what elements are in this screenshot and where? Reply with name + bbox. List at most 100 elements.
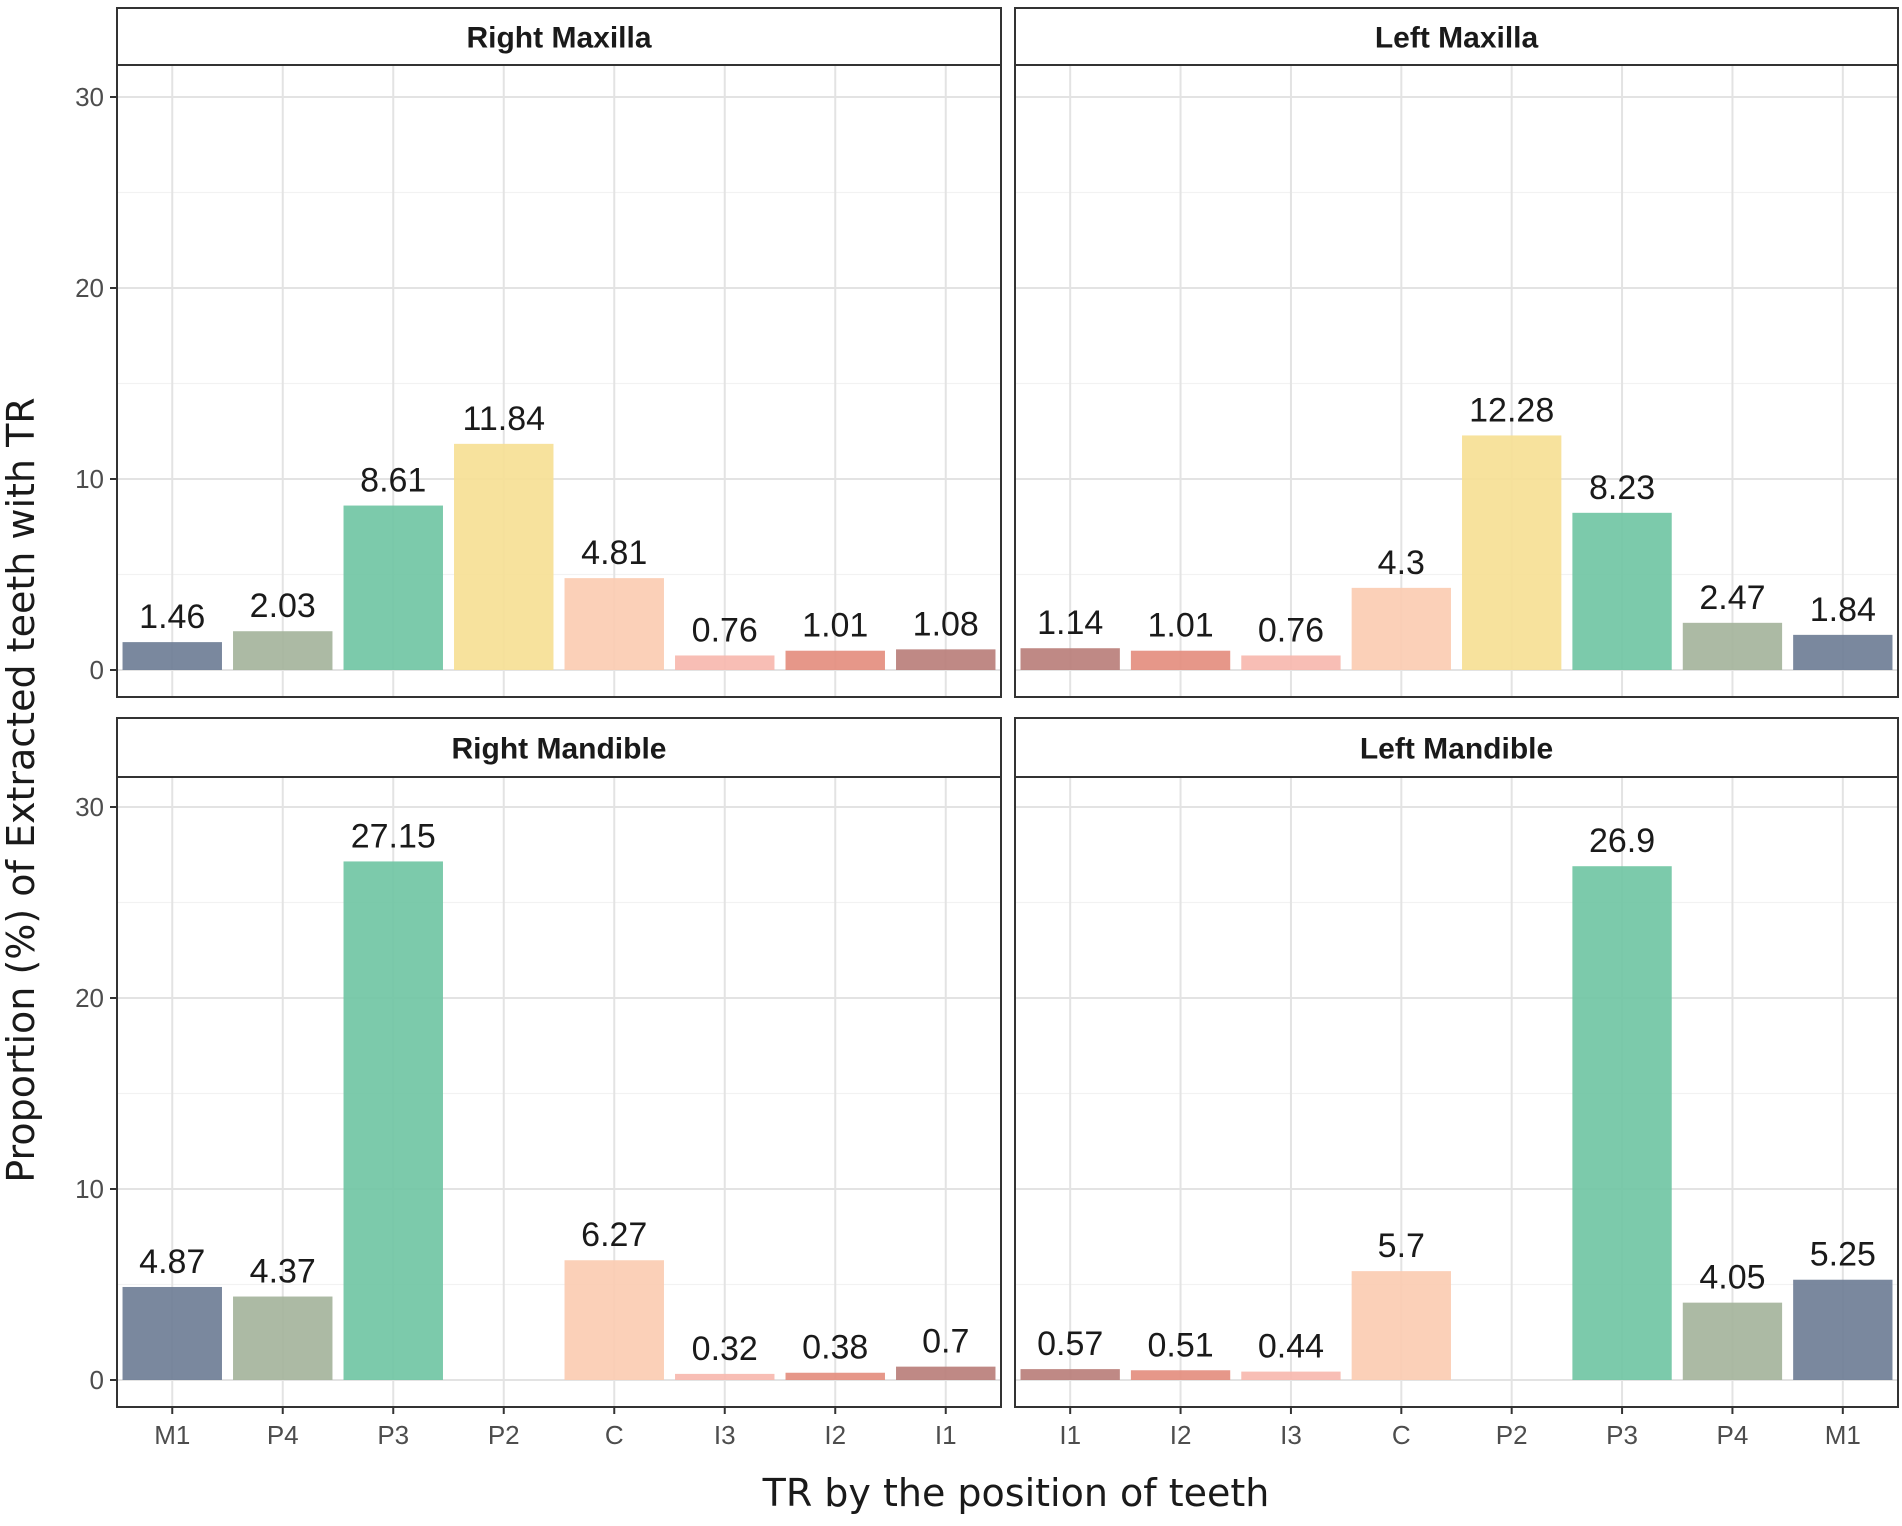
bar-p3: [1572, 866, 1672, 1380]
y-tick-label: 30: [75, 82, 104, 112]
bar-c: [564, 578, 664, 670]
data-label: 0.76: [1258, 611, 1324, 649]
strip-background: [1016, 719, 1897, 777]
bar-i3: [1241, 655, 1341, 670]
data-label: 1.84: [1810, 591, 1876, 629]
data-label: 5.7: [1378, 1227, 1425, 1265]
data-label: 0.51: [1147, 1326, 1213, 1364]
x-tick-label: I1: [1059, 1420, 1081, 1450]
data-label: 1.14: [1037, 604, 1103, 642]
x-tick-label: P2: [488, 1420, 520, 1450]
panel-right-maxilla: Right Maxilla 1.46 2.03 8.61 11.84 4.81 0.76 1.…: [75, 7, 1002, 698]
bar-i2: [1130, 650, 1231, 670]
bar-m1: [1793, 1279, 1893, 1380]
data-label: 12.28: [1469, 391, 1554, 429]
bar-c: [1351, 587, 1451, 670]
bar-p4: [1682, 1302, 1783, 1380]
x-tick-label: P3: [377, 1420, 409, 1450]
bar-p3: [1572, 512, 1672, 670]
data-label: 2.47: [1699, 579, 1765, 617]
data-label: 0.7: [922, 1323, 969, 1361]
bar-p2: [454, 443, 554, 670]
data-label: 27.15: [351, 817, 436, 855]
x-tick-label: P2: [1496, 1420, 1528, 1450]
x-tick-label: P4: [1717, 1420, 1749, 1450]
bar-i3: [1241, 1371, 1341, 1380]
data-label: 0.38: [802, 1329, 868, 1367]
x-axis-title: TR by the position of teeth: [762, 1471, 1270, 1515]
data-label: 8.23: [1589, 469, 1655, 507]
x-tick-label: I3: [714, 1420, 736, 1450]
panel-frame: [116, 7, 1002, 698]
data-label: 2.03: [250, 587, 316, 625]
data-label: 1.08: [913, 605, 979, 643]
bar-p2: [1462, 435, 1562, 670]
data-label: 1.01: [1147, 607, 1213, 645]
data-label: 1.01: [802, 607, 868, 645]
bar-m1: [122, 1286, 222, 1380]
x-tick-label: I1: [935, 1420, 957, 1450]
bar-i2: [785, 650, 885, 670]
bar-i1: [1020, 1369, 1120, 1380]
data-label: 0.57: [1037, 1325, 1103, 1363]
bar-m1: [122, 642, 222, 670]
y-tick-label: 30: [75, 792, 104, 822]
bar-i1: [1020, 648, 1120, 670]
x-tick-label: C: [605, 1420, 624, 1450]
panel-left-maxilla: Left Maxilla 1.14 1.01 0.76 4.3 12.28 8.23 2.47…: [1014, 7, 1899, 698]
bar-c: [564, 1260, 664, 1380]
x-tick-label: I3: [1280, 1420, 1302, 1450]
bar-i1: [896, 649, 996, 670]
data-label: 4.3: [1378, 544, 1425, 582]
x-tick-label: P4: [267, 1420, 299, 1450]
data-label: 4.37: [250, 1253, 316, 1291]
x-tick-label: C: [1392, 1420, 1411, 1450]
panel-title: Right Mandible: [452, 733, 667, 766]
y-tick-label: 10: [75, 464, 104, 494]
data-label: 5.25: [1810, 1236, 1876, 1274]
panel-frame: [116, 717, 1002, 1408]
panel-title: Left Maxilla: [1375, 22, 1539, 55]
strip-background: [1016, 9, 1897, 65]
bar-p3: [343, 861, 443, 1380]
strip-background: [118, 9, 1000, 65]
data-label: 0.32: [692, 1330, 758, 1368]
panels-layer: Right Maxilla 1.46 2.03 8.61 11.84 4.81 0.76 1.…: [75, 7, 1899, 1450]
panel-title: Right Maxilla: [466, 22, 651, 55]
data-label: 4.81: [581, 534, 647, 572]
bar-c: [1351, 1271, 1451, 1380]
bar-i3: [675, 1373, 775, 1380]
x-tick-label: M1: [1825, 1420, 1861, 1450]
panel-frame: [1014, 717, 1899, 1408]
x-tick-label: M1: [154, 1420, 190, 1450]
bar-p4: [233, 631, 333, 670]
bar-p3: [343, 505, 443, 670]
data-label: 6.27: [581, 1216, 647, 1254]
bar-i2: [1130, 1370, 1231, 1380]
bar-i3: [675, 655, 775, 670]
y-tick-label: 20: [75, 273, 104, 303]
strip-background: [118, 719, 1000, 777]
y-tick-label: 0: [90, 655, 104, 685]
y-axis-title: Proportion (%) of Extracted teeth with T…: [0, 397, 43, 1182]
data-label: 8.61: [360, 462, 426, 500]
data-label: 4.87: [139, 1243, 205, 1281]
data-label: 26.9: [1589, 822, 1655, 860]
bar-p4: [1682, 622, 1783, 670]
panel-frame: [1014, 7, 1899, 698]
x-tick-label: I2: [1170, 1420, 1192, 1450]
panel-title: Left Mandible: [1360, 733, 1553, 766]
data-label: 0.76: [692, 611, 758, 649]
bar-p4: [233, 1296, 333, 1380]
y-tick-label: 0: [90, 1365, 104, 1395]
bar-m1: [1793, 634, 1893, 670]
y-tick-label: 10: [75, 1174, 104, 1204]
x-tick-label: P3: [1606, 1420, 1638, 1450]
data-label: 0.44: [1258, 1328, 1324, 1366]
panel-left-mandible: Left Mandible 0.57 0.51 0.44 5.7 26.9 4.05 5.25…: [1014, 717, 1899, 1450]
bar-i2: [785, 1372, 885, 1380]
panel-right-mandible: Right Mandible 4.87 4.37 27.15 6.27 0.32 0.38 0…: [75, 717, 1002, 1450]
x-tick-label: I2: [824, 1420, 846, 1450]
data-label: 1.46: [139, 598, 205, 636]
